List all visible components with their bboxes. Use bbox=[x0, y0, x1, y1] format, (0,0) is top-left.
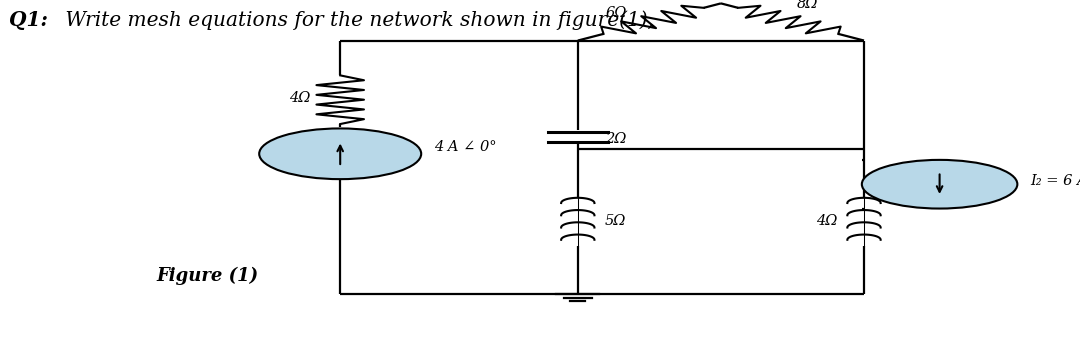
Text: Q1:: Q1: bbox=[9, 10, 48, 30]
Text: I₁: I₁ bbox=[346, 139, 357, 153]
Text: I₂ = 6 A ∠ 90°: I₂ = 6 A ∠ 90° bbox=[1030, 174, 1080, 188]
Text: 4Ω: 4Ω bbox=[288, 91, 310, 105]
Text: 5Ω: 5Ω bbox=[605, 214, 626, 228]
Circle shape bbox=[862, 160, 1017, 209]
Text: 6Ω: 6Ω bbox=[606, 6, 627, 20]
Text: Figure (1): Figure (1) bbox=[157, 266, 259, 285]
Text: Write mesh equations for the network shown in figure(1),: Write mesh equations for the network sho… bbox=[59, 10, 654, 30]
Circle shape bbox=[259, 128, 421, 179]
Text: 4 A ∠ 0°: 4 A ∠ 0° bbox=[434, 140, 497, 154]
Text: 8Ω: 8Ω bbox=[797, 0, 819, 10]
Text: 4Ω: 4Ω bbox=[815, 214, 837, 228]
Text: 2Ω: 2Ω bbox=[605, 131, 626, 146]
